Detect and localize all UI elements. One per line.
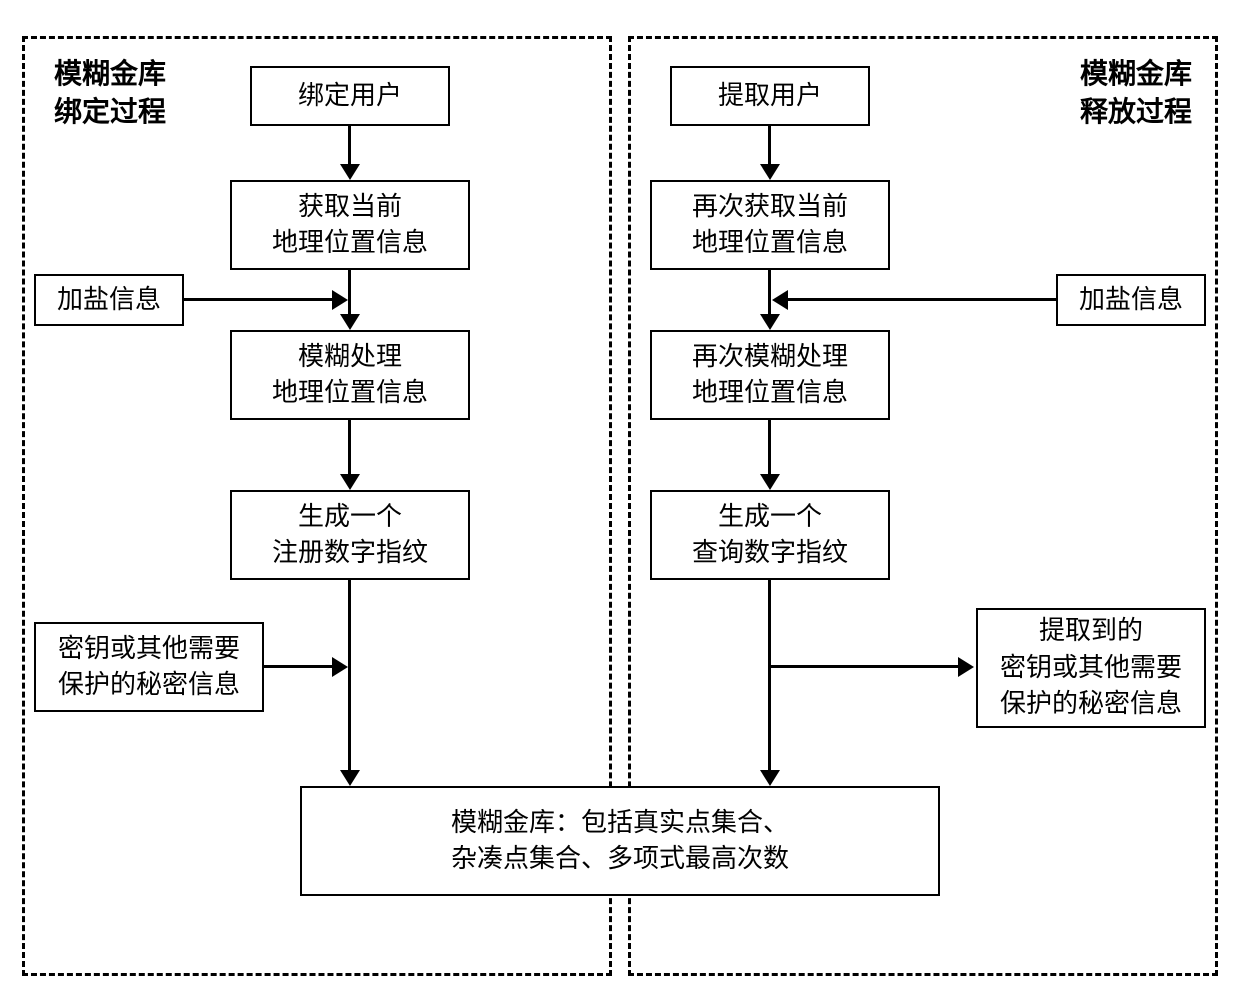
arrow-l-salt — [184, 298, 334, 301]
arrowhead-r-salt — [772, 290, 788, 310]
right-title-line1: 模糊金库 — [1080, 59, 1192, 90]
right-n1-text: 提取用户 — [718, 78, 822, 114]
arrow-l-3-4 — [348, 420, 351, 476]
arrow-r-secret — [770, 665, 960, 668]
left-n3-l2: 地理位置信息 — [272, 378, 428, 407]
arrowhead-r-2-3 — [760, 314, 780, 330]
left-n4-l1: 生成一个 — [298, 502, 402, 531]
arrow-l-4-v — [348, 580, 351, 772]
arrow-l-2-3 — [348, 270, 351, 316]
right-n2-l1: 再次获取当前 — [692, 192, 848, 221]
arrow-l-secret — [264, 665, 334, 668]
arrowhead-r-3-4 — [760, 474, 780, 490]
left-node-3: 模糊处理 地理位置信息 — [230, 330, 470, 420]
right-n4-l1: 生成一个 — [718, 502, 822, 531]
arrowhead-r-4-v — [760, 770, 780, 786]
left-node-2: 获取当前 地理位置信息 — [230, 180, 470, 270]
left-n2-l1: 获取当前 — [298, 192, 402, 221]
arrowhead-l-3-4 — [340, 474, 360, 490]
left-n2-l2: 地理位置信息 — [272, 228, 428, 257]
right-n2-l2: 地理位置信息 — [692, 228, 848, 257]
right-n3-l1: 再次模糊处理 — [692, 342, 848, 371]
right-secret-l3: 保护的秘密信息 — [1000, 689, 1182, 718]
right-node-1: 提取用户 — [670, 66, 870, 126]
right-node-2: 再次获取当前 地理位置信息 — [650, 180, 890, 270]
right-secret-l2: 密钥或其他需要 — [1000, 653, 1182, 682]
right-salt-box: 加盐信息 — [1056, 274, 1206, 326]
arrow-r-2-3 — [768, 270, 771, 316]
arrowhead-l-salt — [332, 290, 348, 310]
left-n1-text: 绑定用户 — [298, 78, 402, 114]
left-n3-l1: 模糊处理 — [298, 342, 402, 371]
right-secret-box: 提取到的 密钥或其他需要 保护的秘密信息 — [976, 608, 1206, 728]
right-n3-l2: 地理位置信息 — [692, 378, 848, 407]
arrow-r-4-v — [768, 580, 771, 772]
arrowhead-l-4-v — [340, 770, 360, 786]
right-n4-l2: 查询数字指纹 — [692, 538, 848, 567]
right-node-4: 生成一个 查询数字指纹 — [650, 490, 890, 580]
arrow-r-1-2 — [768, 126, 771, 166]
left-node-4: 生成一个 注册数字指纹 — [230, 490, 470, 580]
left-secret-l1: 密钥或其他需要 — [58, 634, 240, 663]
right-panel-title: 模糊金库 释放过程 — [1072, 52, 1200, 136]
left-node-1: 绑定用户 — [250, 66, 450, 126]
right-salt-text: 加盐信息 — [1079, 282, 1183, 318]
arrow-l-1-2 — [348, 126, 351, 166]
left-secret-l2: 保护的秘密信息 — [58, 670, 240, 699]
arrowhead-l-1-2 — [340, 164, 360, 180]
left-panel-title: 模糊金库 绑定过程 — [46, 52, 174, 136]
arrowhead-l-2-3 — [340, 314, 360, 330]
arrowhead-l-secret — [332, 657, 348, 677]
right-title-line2: 释放过程 — [1080, 97, 1192, 128]
left-salt-text: 加盐信息 — [57, 282, 161, 318]
arrow-r-3-4 — [768, 420, 771, 476]
right-node-3: 再次模糊处理 地理位置信息 — [650, 330, 890, 420]
right-secret-l1: 提取到的 — [1039, 616, 1143, 645]
left-title-line2: 绑定过程 — [54, 97, 166, 128]
vault-l1: 模糊金库：包括真实点集合、 — [451, 808, 789, 837]
arrowhead-r-secret — [958, 657, 974, 677]
vault-box: 模糊金库：包括真实点集合、 杂凑点集合、多项式最高次数 — [300, 786, 940, 896]
left-salt-box: 加盐信息 — [34, 274, 184, 326]
arrowhead-r-1-2 — [760, 164, 780, 180]
left-n4-l2: 注册数字指纹 — [272, 538, 428, 567]
vault-l2: 杂凑点集合、多项式最高次数 — [451, 844, 789, 873]
arrow-r-salt — [788, 298, 1056, 301]
left-title-line1: 模糊金库 — [54, 59, 166, 90]
left-secret-box: 密钥或其他需要 保护的秘密信息 — [34, 622, 264, 712]
